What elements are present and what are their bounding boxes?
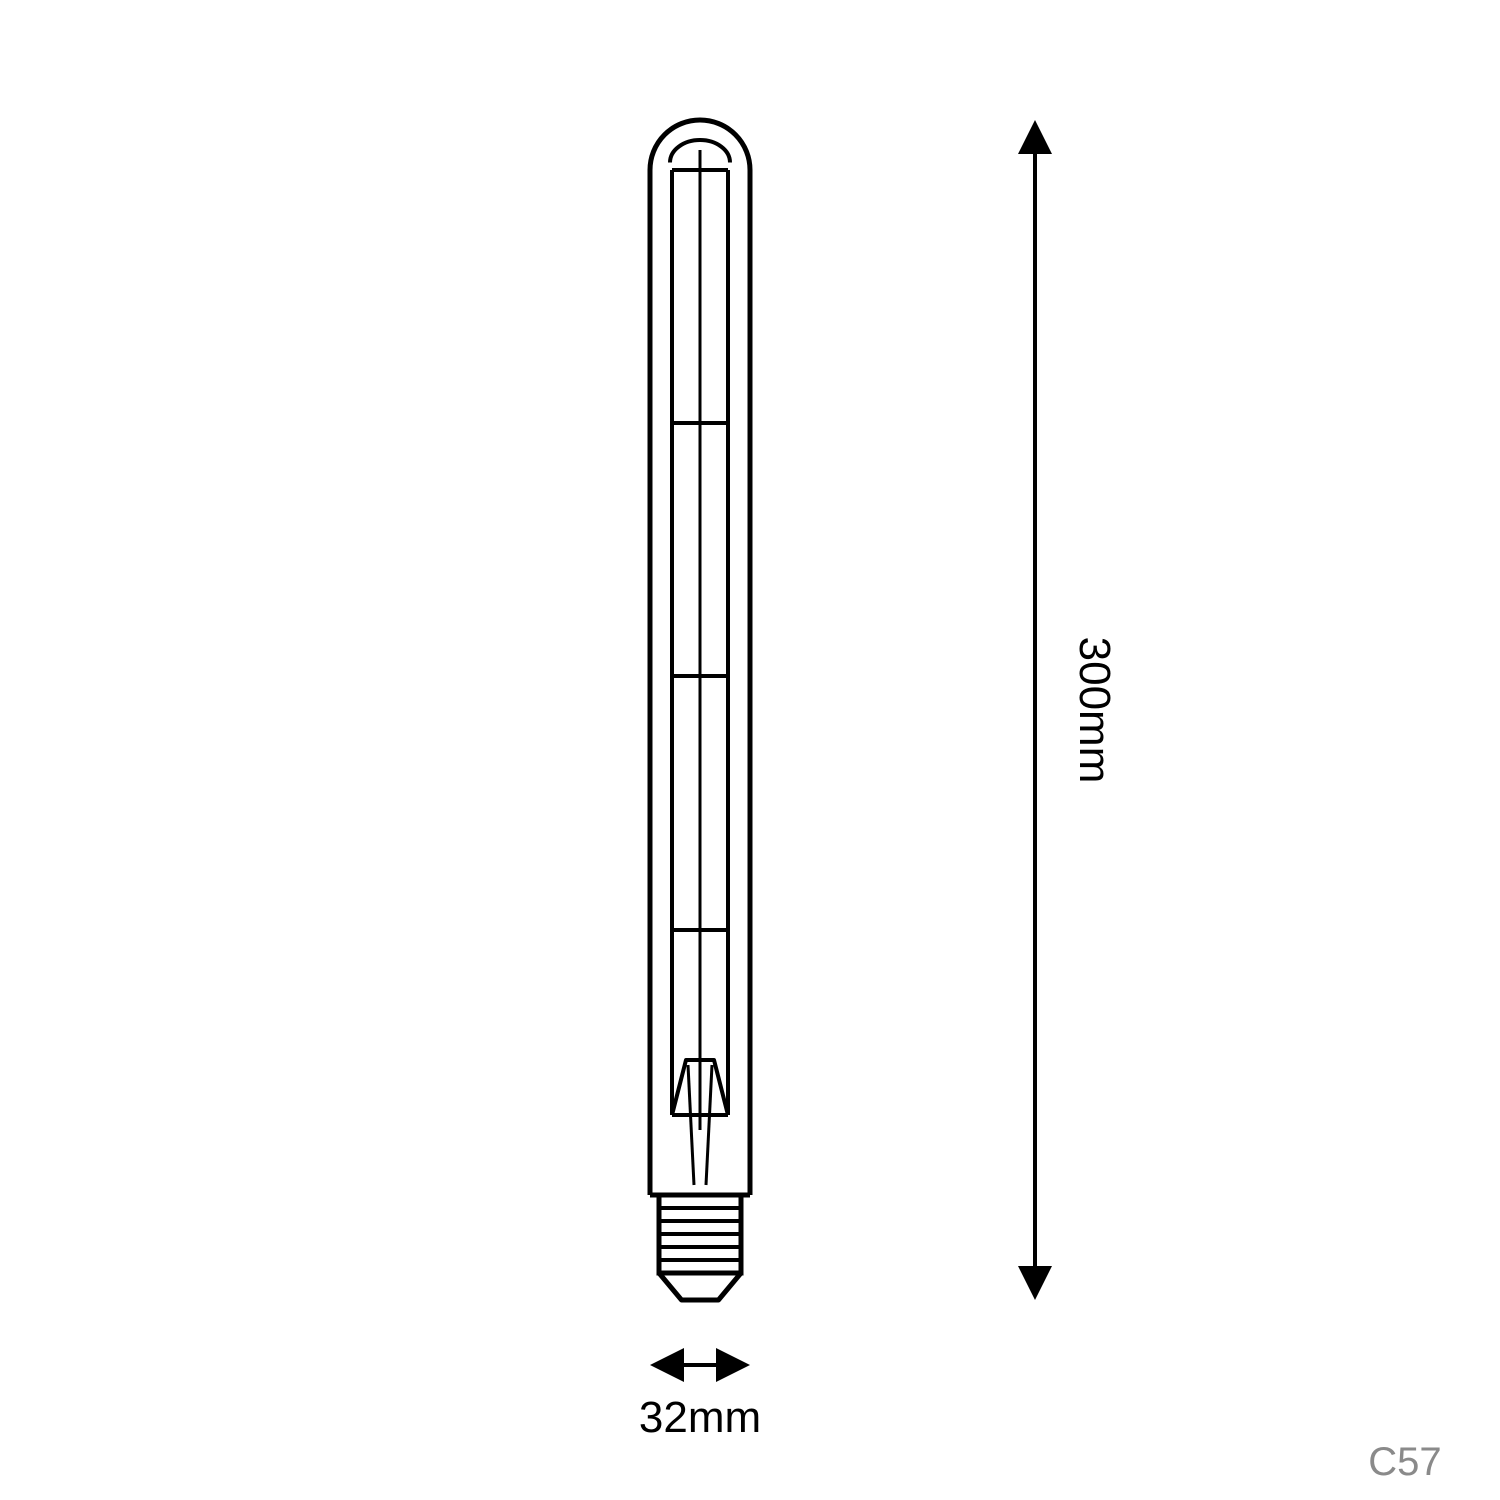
width-dimension-label: 32mm bbox=[639, 1393, 761, 1442]
lead-wire-left bbox=[688, 1065, 694, 1185]
width-arrow-right-icon bbox=[716, 1348, 750, 1382]
height-arrow-bottom-icon bbox=[1018, 1266, 1052, 1300]
lead-wire-right bbox=[706, 1065, 712, 1185]
technical-drawing: 300mm 32mm C57 bbox=[0, 0, 1500, 1500]
product-code-label: C57 bbox=[1368, 1440, 1441, 1484]
height-arrow-top-icon bbox=[1018, 120, 1052, 154]
height-dimension-label: 300mm bbox=[1070, 637, 1119, 784]
screw-base-tip bbox=[659, 1273, 741, 1300]
width-arrow-left-icon bbox=[650, 1348, 684, 1382]
